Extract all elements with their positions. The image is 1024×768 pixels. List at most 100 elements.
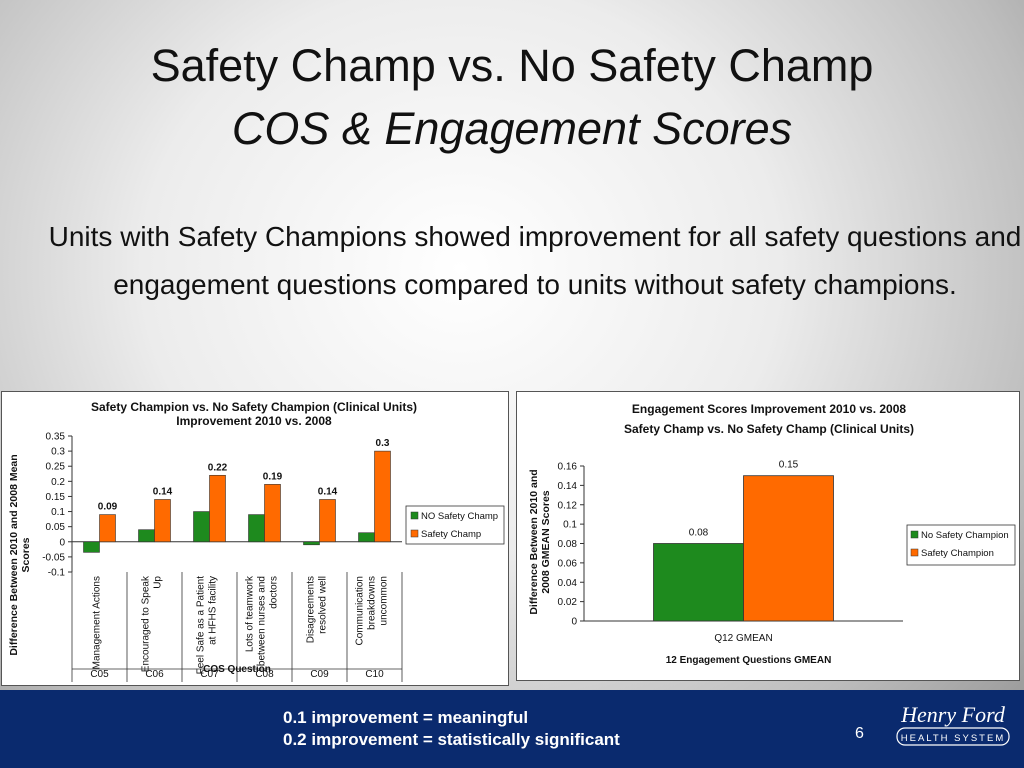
- y-tick-label: 0.15: [46, 492, 66, 503]
- y-tick-label: 0.08: [558, 539, 578, 550]
- category-label-line: Lots of teamwork: [245, 575, 256, 652]
- bar-no-safety-champion: [653, 543, 744, 622]
- y-tick-label: 0.16: [558, 462, 578, 473]
- x-axis-label: COS Question: [203, 664, 271, 675]
- y-tick-label: 0.05: [46, 522, 66, 533]
- category-label: Management Actions: [92, 576, 103, 669]
- question-code: C05: [90, 669, 109, 680]
- category-label-line: Management Actions: [92, 576, 103, 669]
- y-tick-label: 0.12: [558, 500, 578, 511]
- category-label: Communicationbreakdownsuncommon: [355, 576, 390, 645]
- y-tick-label: 0.04: [558, 578, 578, 589]
- data-label: 0.22: [208, 462, 228, 473]
- bar-safety-champ: [99, 514, 116, 543]
- y-axis-label-line: Difference Between 2010 and 2008 Mean: [8, 454, 20, 655]
- chart-title-line: Safety Champion vs. No Safety Champion (…: [91, 400, 417, 414]
- y-axis-label-line: 2008 GMEAN Scores: [540, 490, 552, 593]
- legend-swatch: [410, 529, 419, 538]
- y-tick-label: -0.1: [48, 568, 66, 579]
- y-axis-label: Difference Between 2010 and2008 GMEAN Sc…: [528, 469, 552, 614]
- footer-note-significant: 0.2 improvement = statistically signific…: [283, 730, 620, 749]
- category-label: Q12 GMEAN: [714, 633, 772, 644]
- x-axis-label: 12 Engagement Questions GMEAN: [666, 655, 832, 666]
- legend-box: [906, 524, 1016, 566]
- legend-swatch: [410, 511, 419, 520]
- category-label: Feel Safe as a Patientat HFHS facility: [196, 576, 219, 675]
- slide-body-text: Units with Safety Champions showed impro…: [48, 221, 1022, 300]
- category-label-line: Feel Safe as a Patient: [196, 576, 207, 675]
- bar-safety-champ: [154, 499, 171, 543]
- bar-no-safety-champ: [248, 514, 265, 543]
- footer-notes: 0.1 improvement = meaningful 0.2 improve…: [283, 707, 620, 751]
- category-label-line: breakdowns: [367, 576, 378, 630]
- data-label: 0.15: [779, 460, 799, 471]
- y-tick-label: -0.05: [42, 552, 65, 563]
- bar-safety-champ: [319, 499, 336, 543]
- bar-no-safety-champ: [83, 541, 100, 553]
- category-label-line: uncommon: [379, 576, 390, 625]
- bar-no-safety-champ: [138, 529, 155, 543]
- logo-frame: [896, 727, 1010, 746]
- y-tick-label: 0.1: [51, 507, 65, 518]
- chart-title-line: Engagement Scores Improvement 2010 vs. 2…: [632, 402, 906, 416]
- category-label-line: resolved well: [318, 576, 329, 634]
- y-tick-label: 0.1: [563, 520, 577, 531]
- legend-label: No Safety Champion: [921, 530, 1009, 541]
- category-label-line: Disagreements: [306, 576, 317, 643]
- engagement-chart-panel: Engagement Scores Improvement 2010 vs. 2…: [516, 391, 1020, 681]
- category-label: Encouraged to SpeakUp: [141, 575, 164, 672]
- y-tick-label: 0.35: [46, 432, 66, 443]
- y-axis-label-line: Scores: [20, 537, 32, 572]
- bar-safety-champ: [264, 484, 281, 543]
- y-tick-label: 0: [571, 617, 577, 628]
- y-tick-label: 0.02: [558, 597, 578, 608]
- category-label-line: at HFHS facility: [208, 576, 219, 645]
- y-tick-label: 0: [59, 537, 65, 548]
- data-label: 0.3: [376, 438, 390, 449]
- question-code: C09: [310, 669, 329, 680]
- bar-no-safety-champ: [193, 511, 210, 543]
- henry-ford-logo: Henry Ford HEALTH SYSTEM: [896, 702, 1010, 746]
- data-label: 0.14: [153, 486, 173, 497]
- legend-label: Safety Champ: [421, 529, 481, 540]
- y-tick-label: 0.3: [51, 447, 65, 458]
- data-label: 0.19: [263, 471, 283, 482]
- legend-swatch: [910, 548, 919, 557]
- legend-swatch: [910, 530, 919, 539]
- category-label: Lots of teamworkbetween nurses anddoctor…: [245, 575, 280, 666]
- footer-bar: [0, 690, 1024, 768]
- y-tick-label: 0.25: [46, 462, 66, 473]
- engagement-chart: Engagement Scores Improvement 2010 vs. 2…: [528, 402, 1016, 666]
- question-code: C08: [255, 669, 274, 680]
- y-axis-label: Difference Between 2010 and 2008 MeanSco…: [8, 454, 32, 655]
- cos-chart-panel: Safety Champion vs. No Safety Champion (…: [1, 391, 509, 686]
- bar-no-safety-champ: [303, 541, 320, 546]
- bar-safety-champ: [209, 474, 226, 543]
- logo-script-text: Henry Ford: [900, 702, 1006, 727]
- slide-subtitle: COS & Engagement Scores: [231, 103, 793, 154]
- logo-caps-text: HEALTH SYSTEM: [901, 733, 1005, 744]
- chart-title-line: Improvement 2010 vs. 2008: [176, 414, 332, 428]
- category-label-line: between nurses and: [257, 576, 268, 666]
- chart-title-line: Safety Champ vs. No Safety Champ (Clinic…: [624, 422, 914, 436]
- legend-label: Safety Champion: [921, 548, 994, 559]
- slide-title: Safety Champ vs. No Safety Champ: [150, 40, 874, 91]
- category-label-line: Up: [153, 576, 164, 589]
- question-code: C10: [365, 669, 384, 680]
- bar-no-safety-champ: [358, 532, 375, 543]
- data-label: 0.09: [98, 502, 118, 513]
- data-label: 0.08: [689, 528, 709, 539]
- bar-safety-champion: [743, 475, 834, 622]
- page-number: 6: [855, 725, 864, 742]
- category-label: Disagreementsresolved well: [306, 576, 329, 643]
- cos-chart: Safety Champion vs. No Safety Champion (…: [8, 400, 505, 682]
- footer-note-meaningful: 0.1 improvement = meaningful: [283, 708, 529, 727]
- category-label-line: doctors: [269, 576, 280, 609]
- question-code: C06: [145, 669, 164, 680]
- y-tick-label: 0.2: [51, 477, 65, 488]
- data-label: 0.14: [318, 486, 338, 497]
- bar-safety-champ: [374, 450, 391, 543]
- y-tick-label: 0.14: [558, 481, 578, 492]
- category-label-line: Encouraged to Speak: [141, 575, 152, 672]
- y-tick-label: 0.06: [558, 558, 578, 569]
